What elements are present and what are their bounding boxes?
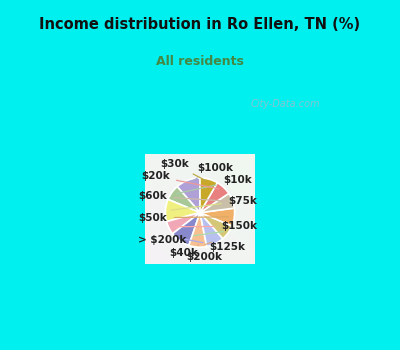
Text: $75k: $75k [171, 196, 257, 210]
Text: All residents: All residents [156, 55, 244, 68]
Wedge shape [172, 212, 200, 245]
Text: $150k: $150k [174, 221, 257, 231]
Wedge shape [200, 183, 229, 212]
Text: City-Data.com: City-Data.com [251, 99, 320, 109]
Text: $20k: $20k [141, 171, 219, 189]
Wedge shape [200, 212, 223, 247]
Wedge shape [200, 208, 235, 226]
Text: Income distribution in Ro Ellen, TN (%): Income distribution in Ro Ellen, TN (%) [40, 16, 360, 32]
Text: > $200k: > $200k [138, 232, 223, 245]
Text: $10k: $10k [177, 175, 252, 194]
Wedge shape [200, 212, 232, 239]
Wedge shape [165, 199, 200, 222]
Text: $50k: $50k [138, 213, 229, 223]
Text: $30k: $30k [160, 159, 206, 181]
Text: $60k: $60k [138, 191, 227, 201]
Text: $100k: $100k [191, 163, 233, 181]
Wedge shape [166, 212, 200, 234]
Text: $125k: $125k [184, 239, 246, 252]
Wedge shape [177, 178, 200, 212]
Wedge shape [189, 212, 207, 247]
Wedge shape [200, 194, 234, 212]
Wedge shape [200, 178, 217, 212]
Text: $200k: $200k [186, 244, 222, 262]
Wedge shape [168, 187, 200, 212]
Text: $40k: $40k [170, 242, 212, 258]
